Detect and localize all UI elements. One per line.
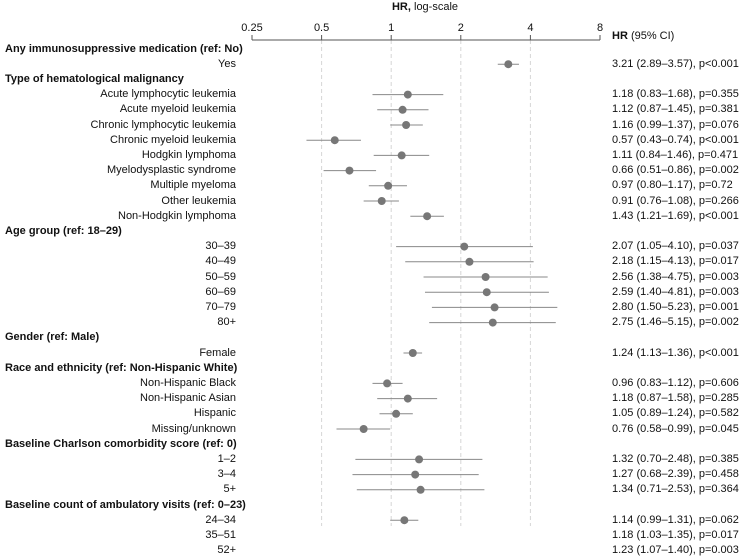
hr-point bbox=[416, 485, 425, 494]
hr-point bbox=[398, 105, 407, 114]
hr-point bbox=[403, 90, 412, 99]
hr-ci-text: 2.75 (1.46–5.15), p=0.002 bbox=[612, 316, 739, 329]
row-label: Multiple myeloma bbox=[150, 179, 236, 192]
group-header: Gender (ref: Male) bbox=[5, 331, 100, 344]
hr-ci-text: 0.96 (0.83–1.12), p=0.606 bbox=[612, 376, 739, 389]
x-tick-label: 0.5 bbox=[314, 22, 329, 34]
row-label: 3–4 bbox=[217, 468, 236, 481]
x-tick-label: 4 bbox=[527, 22, 533, 34]
row-label: 35–51 bbox=[205, 528, 236, 541]
hr-point bbox=[465, 257, 474, 266]
row-label: Hispanic bbox=[193, 407, 236, 420]
hr-point bbox=[330, 136, 339, 145]
group-header: Baseline Charlson comorbidity score (ref… bbox=[5, 437, 237, 450]
hr-ci-text: 3.21 (2.89–3.57), p<0.001 bbox=[612, 57, 739, 70]
hr-point bbox=[490, 303, 499, 312]
row-label: Other leukemia bbox=[161, 194, 236, 207]
row-label: Acute lymphocytic leukemia bbox=[100, 88, 236, 101]
group-header: Race and ethnicity (ref: Non-Hispanic Wh… bbox=[5, 361, 238, 374]
hr-ci-text: 1.05 (0.89–1.24), p=0.582 bbox=[612, 407, 739, 420]
hr-ci-text: 1.23 (1.07–1.40), p=0.003 bbox=[612, 544, 739, 557]
row-label: 40–49 bbox=[205, 255, 236, 268]
hr-ci-text: 1.18 (0.87–1.58), p=0.285 bbox=[612, 392, 739, 405]
hr-point bbox=[345, 166, 354, 175]
row-label: 1–2 bbox=[217, 452, 236, 465]
hr-ci-text: 0.76 (0.58–0.99), p=0.045 bbox=[612, 422, 739, 435]
hr-point bbox=[384, 181, 393, 190]
hr-point bbox=[408, 349, 417, 357]
hr-point bbox=[482, 288, 491, 297]
row-label: 5+ bbox=[223, 483, 236, 496]
hr-ci-text: 1.27 (0.68–2.39), p=0.458 bbox=[612, 468, 739, 481]
hr-point bbox=[397, 151, 406, 160]
hr-point bbox=[488, 318, 497, 327]
hr-ci-text: 0.66 (0.51–0.86), p=0.002 bbox=[612, 164, 739, 177]
hr-point bbox=[377, 197, 386, 205]
hr-point bbox=[402, 121, 411, 129]
hr-point bbox=[460, 242, 469, 251]
hr-ci-text: 2.18 (1.15–4.13), p=0.017 bbox=[612, 255, 739, 268]
row-label: Non-Hodgkin lymphoma bbox=[118, 209, 236, 222]
hr-ci-text: 2.07 (1.05–4.10), p=0.037 bbox=[612, 240, 739, 253]
x-tick-label: 0.25 bbox=[241, 22, 262, 34]
hr-ci-text: 1.11 (0.84–1.46), p=0.471 bbox=[612, 148, 739, 161]
hr-ci-text: 1.12 (0.87–1.45), p=0.381 bbox=[612, 103, 739, 116]
axis-title: HR, log-scale bbox=[391, 1, 459, 13]
hr-ci-text: 0.97 (0.80–1.17), p=0.72 bbox=[612, 179, 733, 192]
hr-point bbox=[481, 273, 490, 281]
row-label: Myelodysplastic syndrome bbox=[107, 164, 236, 177]
row-label: Non-Hispanic Black bbox=[140, 376, 236, 389]
row-label: Hodgkin lymphoma bbox=[141, 148, 236, 161]
x-tick-label: 2 bbox=[458, 22, 464, 34]
row-label: 50–59 bbox=[205, 270, 236, 283]
plot-area: 0.25 0.5 1 2 4 8 bbox=[241, 22, 603, 526]
row-label: 70–79 bbox=[205, 300, 236, 313]
hr-column-title: HR (95% CI) bbox=[612, 30, 675, 42]
row-label: Missing/unknown bbox=[151, 422, 236, 435]
hr-point bbox=[423, 212, 432, 221]
row-label: Chronic myeloid leukemia bbox=[110, 133, 236, 146]
hr-ci-text: 2.56 (1.38–4.75), p=0.003 bbox=[612, 270, 739, 283]
group-header: Type of hematological malignancy bbox=[5, 72, 184, 85]
hr-ci-text: 0.57 (0.43–0.74), p<0.001 bbox=[612, 133, 739, 146]
hr-ci-text: 2.80 (1.50–5.23), p=0.001 bbox=[612, 300, 739, 313]
hr-ci-text: 2.59 (1.40–4.81), p=0.003 bbox=[612, 285, 739, 298]
row-label: Yes bbox=[218, 57, 236, 70]
x-tick-label: 8 bbox=[597, 22, 603, 34]
row-label: 24–34 bbox=[205, 513, 236, 526]
forest-plot: HR, log-scale HR (95% CI) 0.25 0.5 1 2 4 8 An… bbox=[5, 1, 739, 556]
hr-ci-text: 1.14 (0.99–1.31), p=0.062 bbox=[612, 513, 739, 526]
hr-point bbox=[359, 425, 368, 433]
hr-ci-text: 1.43 (1.21–1.69), p<0.001 bbox=[612, 209, 739, 222]
row-label: Acute myeloid leukemia bbox=[119, 103, 236, 116]
row-label: 60–69 bbox=[205, 285, 236, 298]
hr-point bbox=[415, 455, 424, 464]
hr-ci-text: 1.24 (1.13–1.36), p<0.001 bbox=[612, 346, 739, 359]
hr-ci-text: 1.16 (0.99–1.37), p=0.076 bbox=[612, 118, 739, 131]
row-label: 30–39 bbox=[205, 240, 236, 253]
group-header: Any immunosuppressive medication (ref: N… bbox=[5, 42, 243, 55]
row-label: Female bbox=[199, 346, 236, 359]
hr-point bbox=[383, 379, 392, 388]
group-header: Baseline count of ambulatory visits (ref… bbox=[5, 498, 246, 511]
hr-point bbox=[403, 394, 412, 403]
hr-ci-text: 1.18 (0.83–1.68), p=0.355 bbox=[612, 88, 739, 101]
hr-ci-text: 0.91 (0.76–1.08), p=0.266 bbox=[612, 194, 739, 207]
group-header: Age group (ref: 18–29) bbox=[5, 224, 122, 237]
row-label: Chronic lymphocytic leukemia bbox=[90, 118, 237, 131]
hr-point bbox=[400, 516, 409, 525]
hr-point bbox=[411, 470, 420, 479]
hr-ci-text: 1.34 (0.71–2.53), p=0.364 bbox=[612, 483, 739, 496]
hr-point bbox=[392, 409, 401, 418]
x-tick-label: 1 bbox=[388, 22, 394, 34]
hr-point bbox=[504, 60, 513, 69]
row-label: 80+ bbox=[217, 316, 236, 329]
hr-ci-text: 1.18 (1.03–1.35), p=0.017 bbox=[612, 528, 739, 541]
row-label: Non-Hispanic Asian bbox=[140, 392, 236, 405]
hr-ci-text: 1.32 (0.70–2.48), p=0.385 bbox=[612, 452, 739, 465]
row-label: 52+ bbox=[217, 544, 236, 557]
